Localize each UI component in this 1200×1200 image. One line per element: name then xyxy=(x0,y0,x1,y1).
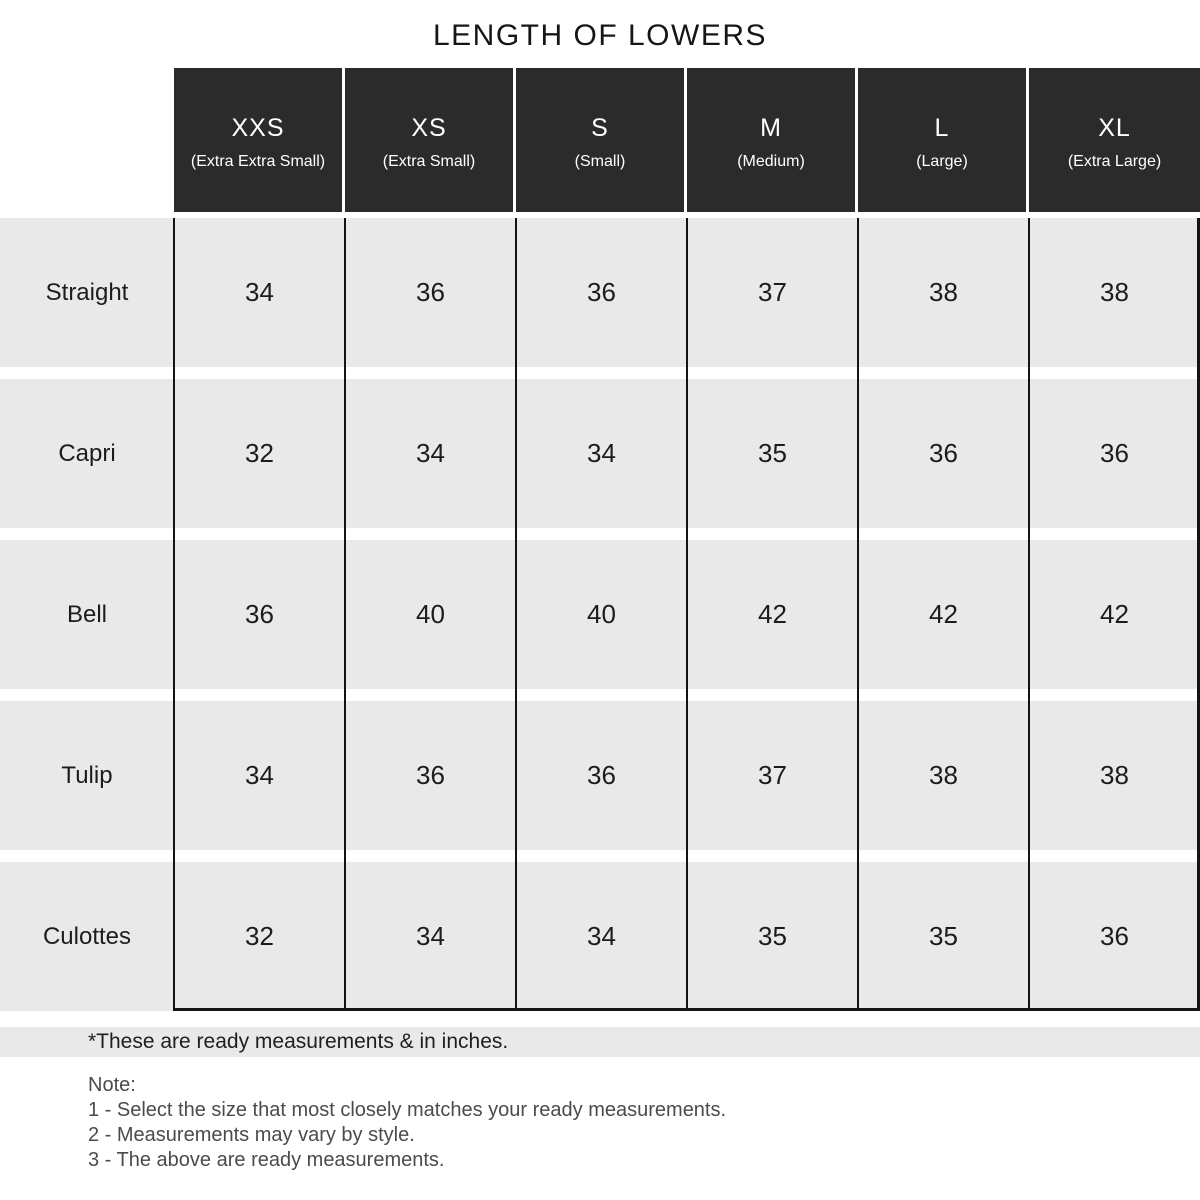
table-bottom-border xyxy=(174,1008,1200,1011)
header-spacer xyxy=(0,68,174,212)
size-cell: 38 xyxy=(1029,218,1200,367)
size-code: M xyxy=(760,113,782,142)
size-cell: 34 xyxy=(174,218,345,367)
size-code: XS xyxy=(411,113,447,142)
row-label: Tulip xyxy=(0,701,174,850)
footnote-text: *These are ready measurements & in inche… xyxy=(88,1030,509,1053)
size-table-body: Straight 34 36 36 37 38 38 Capri 32 34 3… xyxy=(0,218,1200,1011)
size-cell: 35 xyxy=(687,379,858,528)
row-label: Culottes xyxy=(0,862,174,1011)
size-cell: 35 xyxy=(858,862,1029,1011)
size-cell: 42 xyxy=(858,540,1029,689)
size-column-header-m: M (Medium) xyxy=(687,68,858,212)
size-code: L xyxy=(934,113,950,142)
column-divider xyxy=(1028,218,1030,1011)
row-label: Straight xyxy=(0,218,174,367)
size-cell: 35 xyxy=(687,862,858,1011)
size-fullname: (Extra Extra Small) xyxy=(190,152,326,170)
table-row-bell: Bell 36 40 40 42 42 42 xyxy=(0,540,1200,689)
size-cell: 36 xyxy=(345,701,516,850)
column-divider xyxy=(344,218,346,1011)
size-cell: 38 xyxy=(1029,701,1200,850)
size-code: S xyxy=(591,113,609,142)
size-column-header-xs: XS (Extra Small) xyxy=(345,68,516,212)
size-cell: 36 xyxy=(858,379,1029,528)
size-cell: 36 xyxy=(174,540,345,689)
size-cell: 36 xyxy=(516,218,687,367)
size-cell: 38 xyxy=(858,218,1029,367)
table-row-straight: Straight 34 36 36 37 38 38 xyxy=(0,218,1200,367)
size-fullname: (Large) xyxy=(916,152,968,170)
size-cell: 34 xyxy=(516,862,687,1011)
size-code: XXS xyxy=(231,113,285,142)
page-title: LENGTH OF LOWERS xyxy=(432,19,768,52)
size-column-header-xxs: XXS (Extra Extra Small) xyxy=(174,68,345,212)
notes-heading: Note: xyxy=(88,1074,136,1096)
size-cell: 34 xyxy=(345,862,516,1011)
size-cell: 32 xyxy=(174,379,345,528)
size-header-row: XXS (Extra Extra Small) XS (Extra Small)… xyxy=(0,68,1200,212)
size-cell: 36 xyxy=(1029,862,1200,1011)
column-divider xyxy=(515,218,517,1011)
size-cell: 36 xyxy=(516,701,687,850)
size-cell: 34 xyxy=(345,379,516,528)
size-fullname: (Extra Small) xyxy=(382,152,476,170)
size-cell: 36 xyxy=(345,218,516,367)
size-cell: 32 xyxy=(174,862,345,1011)
size-fullname: (Small) xyxy=(574,152,626,170)
notes-section: Note: 1 - Select the size that most clos… xyxy=(88,1073,1200,1173)
column-divider xyxy=(686,218,688,1011)
table-row-tulip: Tulip 34 36 36 37 38 38 xyxy=(0,701,1200,850)
column-divider xyxy=(173,218,175,1011)
size-cell: 42 xyxy=(687,540,858,689)
size-cell: 37 xyxy=(687,218,858,367)
size-cell: 42 xyxy=(1029,540,1200,689)
column-divider xyxy=(857,218,859,1011)
size-column-header-s: S (Small) xyxy=(516,68,687,212)
size-cell: 34 xyxy=(516,379,687,528)
footnote-bar: *These are ready measurements & in inche… xyxy=(0,1027,1200,1057)
size-cell: 38 xyxy=(858,701,1029,850)
size-fullname: (Extra Large) xyxy=(1067,152,1162,170)
size-cell: 40 xyxy=(516,540,687,689)
size-cell: 36 xyxy=(1029,379,1200,528)
size-column-header-l: L (Large) xyxy=(858,68,1029,212)
table-row-culottes: Culottes 32 34 34 35 35 36 xyxy=(0,862,1200,1011)
note-item: 1 - Select the size that most closely ma… xyxy=(88,1099,727,1121)
row-label: Bell xyxy=(0,540,174,689)
size-cell: 40 xyxy=(345,540,516,689)
size-cell: 37 xyxy=(687,701,858,850)
table-row-capri: Capri 32 34 34 35 36 36 xyxy=(0,379,1200,528)
note-item: 3 - The above are ready measurements. xyxy=(88,1149,445,1171)
size-column-header-xl: XL (Extra Large) xyxy=(1029,68,1200,212)
size-code: XL xyxy=(1098,113,1131,142)
note-item: 2 - Measurements may vary by style. xyxy=(88,1124,415,1146)
table-right-border xyxy=(1197,218,1200,1011)
size-cell: 34 xyxy=(174,701,345,850)
row-label: Capri xyxy=(0,379,174,528)
size-fullname: (Medium) xyxy=(737,152,805,170)
